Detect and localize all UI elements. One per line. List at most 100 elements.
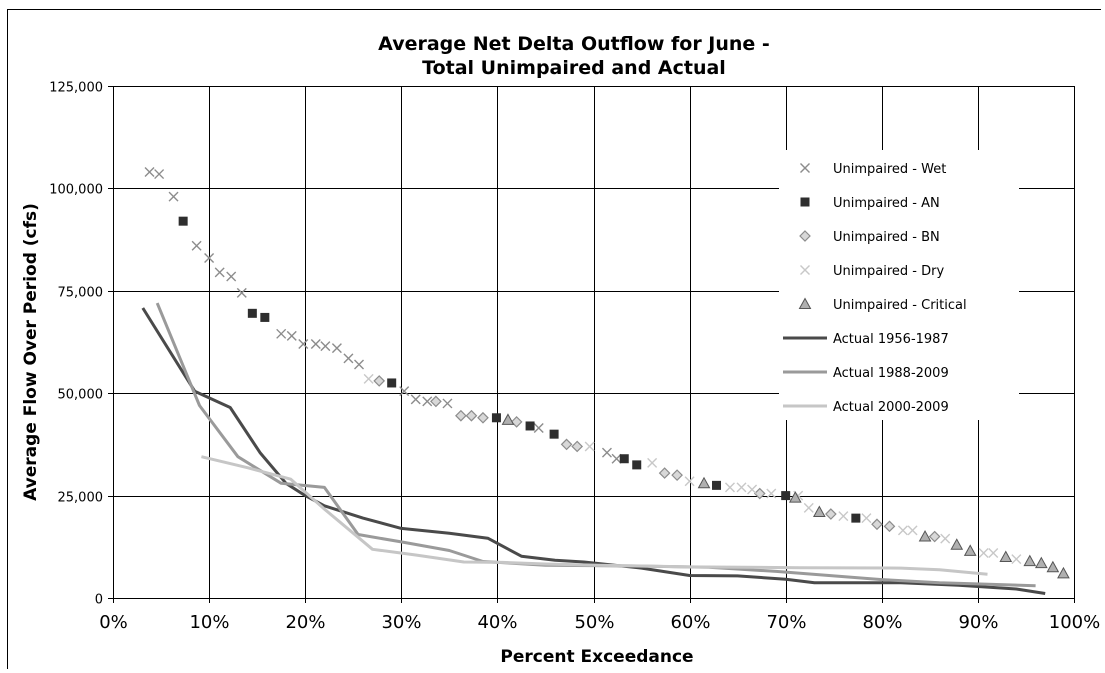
data-point bbox=[298, 339, 309, 350]
data-point bbox=[999, 550, 1013, 563]
data-point bbox=[736, 482, 747, 493]
x-tick-label: 20% bbox=[285, 612, 325, 633]
data-point bbox=[477, 411, 489, 424]
legend-label: Actual 1988-2009 bbox=[833, 366, 949, 381]
data-point bbox=[781, 491, 791, 501]
data-point bbox=[601, 447, 612, 458]
data-point bbox=[940, 533, 951, 544]
data-point bbox=[803, 502, 814, 513]
data-point bbox=[501, 413, 515, 425]
data-point bbox=[510, 416, 523, 428]
chart-title-line1: Average Net Delta Outflow for June - bbox=[378, 33, 770, 55]
legend-label: Actual 1956-1987 bbox=[833, 332, 949, 347]
x-tick-label: 10% bbox=[189, 612, 229, 633]
chart: Average Net Delta Outflow for June - Tot… bbox=[8, 10, 1102, 670]
data-point bbox=[766, 488, 777, 499]
data-point bbox=[1046, 560, 1060, 573]
legend-box bbox=[779, 150, 1019, 420]
data-point bbox=[712, 480, 722, 490]
data-point bbox=[373, 375, 386, 387]
data-point bbox=[178, 216, 188, 226]
legend: Unimpaired - Wet Unimpaired - AN Unimpaire… bbox=[779, 150, 1019, 420]
x-tick-label: 70% bbox=[766, 612, 806, 633]
x-axis-title: Percent Exceedance bbox=[500, 647, 693, 667]
data-point bbox=[465, 409, 478, 422]
data-point bbox=[897, 525, 908, 536]
x-tick-label: 80% bbox=[862, 612, 902, 633]
data-point bbox=[825, 508, 837, 520]
data-point bbox=[928, 530, 941, 543]
x-tick-label: 50% bbox=[574, 612, 614, 633]
x-tick-label: 0% bbox=[99, 612, 128, 633]
data-point bbox=[571, 440, 584, 453]
x-axis-ticks: 0% 10% 20% 30% 40% 50% 60% 70% 80% 90% 100% bbox=[99, 612, 1100, 633]
data-point bbox=[354, 359, 365, 370]
data-point bbox=[214, 267, 225, 278]
data-point bbox=[560, 438, 573, 451]
data-point bbox=[491, 413, 501, 423]
data-point bbox=[525, 421, 535, 431]
data-point bbox=[747, 484, 758, 495]
x-tick-label: 30% bbox=[381, 612, 421, 633]
data-point bbox=[191, 240, 202, 251]
data-point bbox=[697, 476, 711, 489]
data-point bbox=[871, 518, 883, 531]
data-point bbox=[144, 167, 155, 178]
data-point bbox=[168, 191, 179, 202]
y-tick-label: 75,000 bbox=[58, 286, 104, 301]
legend-symbol bbox=[799, 230, 811, 242]
data-point bbox=[387, 378, 397, 388]
data-point bbox=[260, 312, 270, 322]
data-point bbox=[247, 308, 257, 318]
data-point bbox=[1011, 554, 1022, 565]
data-point bbox=[907, 525, 918, 536]
data-point bbox=[399, 386, 410, 397]
data-point bbox=[331, 343, 342, 354]
legend-label: Unimpaired - Dry bbox=[833, 264, 944, 279]
data-point bbox=[410, 394, 421, 405]
data-point bbox=[963, 544, 977, 556]
data-point bbox=[430, 395, 442, 408]
y-tick-label: 0 bbox=[95, 593, 103, 608]
data-point bbox=[918, 530, 932, 542]
data-point bbox=[1034, 556, 1048, 569]
data-point bbox=[978, 547, 989, 558]
y-axis-ticks: 0 25,000 50,000 75,000 100,000 125,000 bbox=[49, 81, 103, 608]
data-point bbox=[276, 328, 287, 339]
legend-label: Unimpaired - Wet bbox=[833, 162, 946, 177]
y-axis-title: Average Flow Over Period (cfs) bbox=[21, 203, 41, 501]
data-point bbox=[861, 513, 872, 524]
data-point bbox=[812, 505, 826, 517]
y-tick-label: 125,000 bbox=[49, 81, 103, 96]
data-point bbox=[442, 398, 453, 409]
data-point bbox=[988, 547, 999, 558]
data-point bbox=[950, 538, 964, 550]
data-point bbox=[343, 353, 354, 364]
data-point bbox=[286, 330, 297, 341]
data-point bbox=[619, 454, 629, 464]
legend-symbol bbox=[800, 163, 810, 173]
x-tick-label: 100% bbox=[1049, 612, 1100, 633]
y-tick-label: 25,000 bbox=[58, 491, 104, 506]
data-point bbox=[226, 271, 237, 282]
data-point bbox=[883, 520, 896, 533]
data-point bbox=[611, 453, 622, 464]
data-point bbox=[671, 469, 683, 481]
legend-symbol bbox=[800, 197, 810, 207]
data-point bbox=[154, 169, 165, 180]
legend-label: Unimpaired - Critical bbox=[833, 298, 967, 313]
chart-title-line2: Total Unimpaired and Actual bbox=[422, 57, 726, 79]
data-point bbox=[422, 396, 433, 407]
data-point bbox=[632, 460, 642, 470]
plot-series bbox=[141, 167, 1070, 595]
data-point bbox=[647, 457, 658, 468]
data-point bbox=[724, 482, 735, 493]
data-point bbox=[1057, 566, 1070, 579]
data-point bbox=[753, 487, 766, 500]
legend-label: Actual 2000-2009 bbox=[833, 400, 949, 415]
data-point bbox=[1023, 554, 1037, 567]
y-tick-label: 100,000 bbox=[49, 183, 103, 198]
data-point bbox=[788, 491, 802, 503]
data-point bbox=[455, 409, 467, 422]
data-point bbox=[658, 467, 671, 479]
